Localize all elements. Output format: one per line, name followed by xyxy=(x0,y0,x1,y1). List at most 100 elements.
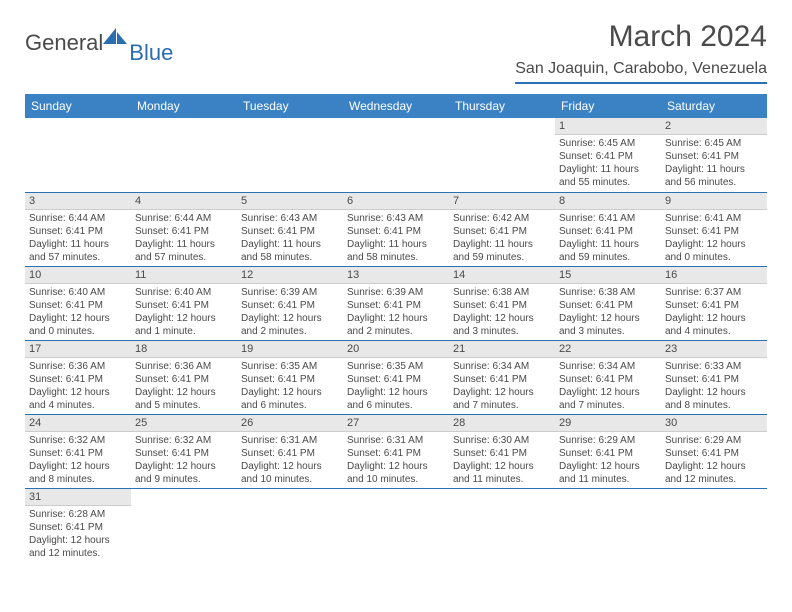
calendar-cell xyxy=(555,488,661,562)
day-info-line: Sunset: 6:41 PM xyxy=(241,299,339,312)
day-info-line: Sunset: 6:41 PM xyxy=(665,299,763,312)
day-info-line: Daylight: 11 hours xyxy=(559,163,657,176)
calendar-cell xyxy=(25,118,131,192)
day-info-line: Daylight: 12 hours xyxy=(559,312,657,325)
day-info-line: Daylight: 12 hours xyxy=(559,386,657,399)
day-details: Sunrise: 6:43 AMSunset: 6:41 PMDaylight:… xyxy=(237,210,343,266)
day-info-line: Sunrise: 6:29 AM xyxy=(559,434,657,447)
calendar-cell: 2Sunrise: 6:45 AMSunset: 6:41 PMDaylight… xyxy=(661,118,767,192)
day-info-line: and 0 minutes. xyxy=(665,251,763,264)
month-title: March 2024 xyxy=(515,20,767,54)
day-number: 9 xyxy=(661,193,767,210)
calendar-week-row: 10Sunrise: 6:40 AMSunset: 6:41 PMDayligh… xyxy=(25,266,767,340)
day-info-line: Daylight: 12 hours xyxy=(347,460,445,473)
day-info-line: Sunrise: 6:45 AM xyxy=(665,137,763,150)
calendar-cell xyxy=(343,118,449,192)
day-info-line: Sunrise: 6:34 AM xyxy=(559,360,657,373)
day-details: Sunrise: 6:29 AMSunset: 6:41 PMDaylight:… xyxy=(555,432,661,488)
day-info-line: Daylight: 12 hours xyxy=(29,460,127,473)
weekday-header: Tuesday xyxy=(237,94,343,118)
day-number: 5 xyxy=(237,193,343,210)
day-info-line: and 56 minutes. xyxy=(665,176,763,189)
day-info-line: Daylight: 11 hours xyxy=(559,238,657,251)
day-number: 19 xyxy=(237,341,343,358)
day-info-line: Sunrise: 6:36 AM xyxy=(135,360,233,373)
day-info-line: and 0 minutes. xyxy=(29,325,127,338)
day-info-line: and 4 minutes. xyxy=(29,399,127,412)
day-info-line: and 11 minutes. xyxy=(453,473,551,486)
day-info-line: Sunrise: 6:32 AM xyxy=(29,434,127,447)
day-info-line: and 10 minutes. xyxy=(241,473,339,486)
day-info-line: and 7 minutes. xyxy=(453,399,551,412)
day-details: Sunrise: 6:45 AMSunset: 6:41 PMDaylight:… xyxy=(661,135,767,191)
day-info-line: Sunrise: 6:38 AM xyxy=(453,286,551,299)
day-info-line: Sunrise: 6:41 AM xyxy=(665,212,763,225)
day-details: Sunrise: 6:39 AMSunset: 6:41 PMDaylight:… xyxy=(343,284,449,340)
weekday-header: Friday xyxy=(555,94,661,118)
day-info-line: Sunset: 6:41 PM xyxy=(559,225,657,238)
calendar-cell: 18Sunrise: 6:36 AMSunset: 6:41 PMDayligh… xyxy=(131,340,237,414)
day-info-line: Sunset: 6:41 PM xyxy=(453,299,551,312)
day-details: Sunrise: 6:33 AMSunset: 6:41 PMDaylight:… xyxy=(661,358,767,414)
day-info-line: Sunrise: 6:43 AM xyxy=(347,212,445,225)
calendar-cell: 17Sunrise: 6:36 AMSunset: 6:41 PMDayligh… xyxy=(25,340,131,414)
day-info-line: and 59 minutes. xyxy=(559,251,657,264)
calendar-cell: 30Sunrise: 6:29 AMSunset: 6:41 PMDayligh… xyxy=(661,414,767,488)
day-number: 3 xyxy=(25,193,131,210)
day-details: Sunrise: 6:28 AMSunset: 6:41 PMDaylight:… xyxy=(25,506,131,562)
day-info-line: and 12 minutes. xyxy=(665,473,763,486)
day-info-line: Sunrise: 6:30 AM xyxy=(453,434,551,447)
day-info-line: Sunrise: 6:44 AM xyxy=(29,212,127,225)
day-number: 26 xyxy=(237,415,343,432)
day-number: 18 xyxy=(131,341,237,358)
calendar-cell: 3Sunrise: 6:44 AMSunset: 6:41 PMDaylight… xyxy=(25,192,131,266)
weekday-header: Sunday xyxy=(25,94,131,118)
calendar-cell: 5Sunrise: 6:43 AMSunset: 6:41 PMDaylight… xyxy=(237,192,343,266)
day-info-line: Daylight: 12 hours xyxy=(453,312,551,325)
day-info-line: Daylight: 12 hours xyxy=(665,386,763,399)
day-info-line: Sunrise: 6:31 AM xyxy=(241,434,339,447)
day-info-line: Sunrise: 6:39 AM xyxy=(241,286,339,299)
day-details: Sunrise: 6:34 AMSunset: 6:41 PMDaylight:… xyxy=(449,358,555,414)
logo: General Blue xyxy=(25,20,177,56)
day-info-line: Daylight: 12 hours xyxy=(347,312,445,325)
day-info-line: Sunset: 6:41 PM xyxy=(665,447,763,460)
day-info-line: Sunset: 6:41 PM xyxy=(665,150,763,163)
day-info-line: Daylight: 12 hours xyxy=(665,460,763,473)
day-info-line: and 1 minute. xyxy=(135,325,233,338)
day-details: Sunrise: 6:41 AMSunset: 6:41 PMDaylight:… xyxy=(661,210,767,266)
day-number: 11 xyxy=(131,267,237,284)
calendar-cell: 23Sunrise: 6:33 AMSunset: 6:41 PMDayligh… xyxy=(661,340,767,414)
day-number: 16 xyxy=(661,267,767,284)
day-number: 4 xyxy=(131,193,237,210)
day-info-line: Daylight: 12 hours xyxy=(241,312,339,325)
calendar-cell xyxy=(237,118,343,192)
day-info-line: and 55 minutes. xyxy=(559,176,657,189)
calendar-week-row: 1Sunrise: 6:45 AMSunset: 6:41 PMDaylight… xyxy=(25,118,767,192)
day-info-line: Daylight: 11 hours xyxy=(29,238,127,251)
day-info-line: Sunset: 6:41 PM xyxy=(559,299,657,312)
calendar-cell: 8Sunrise: 6:41 AMSunset: 6:41 PMDaylight… xyxy=(555,192,661,266)
calendar-cell xyxy=(131,118,237,192)
day-info-line: Sunset: 6:41 PM xyxy=(347,225,445,238)
day-info-line: Sunset: 6:41 PM xyxy=(559,447,657,460)
day-number: 31 xyxy=(25,489,131,506)
day-info-line: Daylight: 11 hours xyxy=(453,238,551,251)
day-info-line: and 4 minutes. xyxy=(665,325,763,338)
calendar-cell: 9Sunrise: 6:41 AMSunset: 6:41 PMDaylight… xyxy=(661,192,767,266)
calendar-cell: 13Sunrise: 6:39 AMSunset: 6:41 PMDayligh… xyxy=(343,266,449,340)
day-info-line: Sunrise: 6:35 AM xyxy=(347,360,445,373)
calendar-cell: 10Sunrise: 6:40 AMSunset: 6:41 PMDayligh… xyxy=(25,266,131,340)
day-info-line: Sunrise: 6:41 AM xyxy=(559,212,657,225)
day-info-line: Daylight: 11 hours xyxy=(135,238,233,251)
day-details: Sunrise: 6:41 AMSunset: 6:41 PMDaylight:… xyxy=(555,210,661,266)
day-info-line: and 58 minutes. xyxy=(241,251,339,264)
calendar-cell xyxy=(661,488,767,562)
calendar-week-row: 17Sunrise: 6:36 AMSunset: 6:41 PMDayligh… xyxy=(25,340,767,414)
day-details: Sunrise: 6:38 AMSunset: 6:41 PMDaylight:… xyxy=(449,284,555,340)
day-number: 20 xyxy=(343,341,449,358)
day-number: 15 xyxy=(555,267,661,284)
day-number: 8 xyxy=(555,193,661,210)
day-info-line: Sunset: 6:41 PM xyxy=(347,373,445,386)
calendar-cell: 16Sunrise: 6:37 AMSunset: 6:41 PMDayligh… xyxy=(661,266,767,340)
